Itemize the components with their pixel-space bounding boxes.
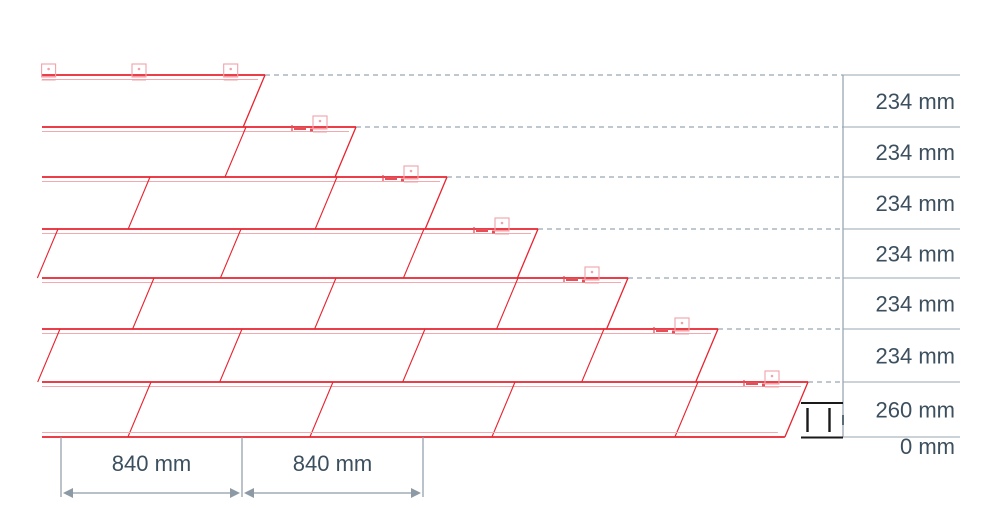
svg-text:234 mm: 234 mm xyxy=(876,89,955,114)
svg-text:840 mm: 840 mm xyxy=(293,451,372,476)
svg-text:234 mm: 234 mm xyxy=(876,242,955,267)
svg-text:234 mm: 234 mm xyxy=(876,344,955,369)
svg-text:0 mm: 0 mm xyxy=(900,434,955,459)
svg-text:234 mm: 234 mm xyxy=(876,292,955,317)
svg-text:260 mm: 260 mm xyxy=(876,398,955,423)
svg-text:234 mm: 234 mm xyxy=(876,140,955,165)
svg-text:234 mm: 234 mm xyxy=(876,191,955,216)
svg-text:840 mm: 840 mm xyxy=(112,451,191,476)
